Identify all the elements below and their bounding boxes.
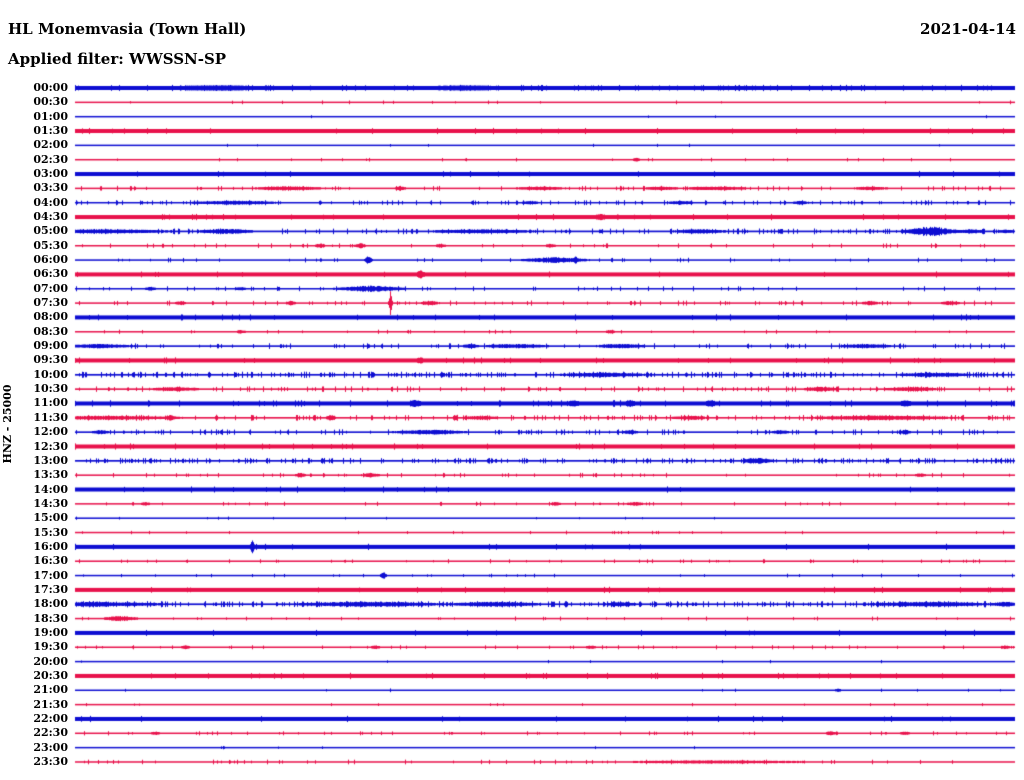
row-time-label: 01:00 xyxy=(33,109,68,123)
row-time-label: 12:00 xyxy=(33,425,68,439)
row-time-label: 10:30 xyxy=(33,382,68,396)
row-time-label: 14:30 xyxy=(33,496,68,510)
row-time-label: 13:00 xyxy=(33,453,68,467)
row-time-label: 13:30 xyxy=(33,468,68,482)
row-time-label: 22:00 xyxy=(33,711,68,725)
row-time-label: 18:30 xyxy=(33,611,68,625)
row-time-label: 16:00 xyxy=(33,539,68,553)
row-time-label: 19:30 xyxy=(33,640,68,654)
row-time-label: 12:30 xyxy=(33,439,68,453)
row-time-label: 17:30 xyxy=(33,582,68,596)
row-time-label: 00:30 xyxy=(33,95,68,109)
row-time-label: 20:30 xyxy=(33,668,68,682)
row-time-label: 11:00 xyxy=(33,396,68,410)
row-time-label: 04:00 xyxy=(33,195,68,209)
row-time-label: 21:30 xyxy=(33,697,68,711)
row-time-label: 03:30 xyxy=(33,181,68,195)
row-time-label: 16:30 xyxy=(33,554,68,568)
row-time-label: 10:00 xyxy=(33,367,68,381)
row-time-label: 02:00 xyxy=(33,138,68,152)
row-time-label: 05:30 xyxy=(33,238,68,252)
row-time-label: 07:30 xyxy=(33,296,68,310)
row-time-label: 17:00 xyxy=(33,568,68,582)
row-time-label: 23:30 xyxy=(33,754,68,768)
row-time-label: 06:00 xyxy=(33,253,68,267)
row-time-label: 15:00 xyxy=(33,511,68,525)
row-time-label: 22:30 xyxy=(33,726,68,740)
row-time-label: 19:00 xyxy=(33,625,68,639)
row-time-label: 21:00 xyxy=(33,683,68,697)
row-time-label: 04:30 xyxy=(33,210,68,224)
row-time-label: 09:00 xyxy=(33,339,68,353)
row-time-label: 07:00 xyxy=(33,281,68,295)
row-time-label: 23:00 xyxy=(33,740,68,754)
row-time-label: 00:00 xyxy=(33,81,68,94)
row-time-label: 14:00 xyxy=(33,482,68,496)
row-time-label: 09:30 xyxy=(33,353,68,367)
row-time-label: 06:30 xyxy=(33,267,68,281)
row-time-label: 01:30 xyxy=(33,124,68,138)
row-time-label: 18:00 xyxy=(33,597,68,611)
row-time-label: 08:30 xyxy=(33,324,68,338)
row-time-label: 08:00 xyxy=(33,310,68,324)
row-time-label: 02:30 xyxy=(33,152,68,166)
row-time-label: 11:30 xyxy=(33,410,68,424)
row-time-label: 15:30 xyxy=(33,525,68,539)
row-time-label: 03:00 xyxy=(33,167,68,181)
row-time-label: 05:00 xyxy=(33,224,68,238)
row-time-label: 20:00 xyxy=(33,654,68,668)
